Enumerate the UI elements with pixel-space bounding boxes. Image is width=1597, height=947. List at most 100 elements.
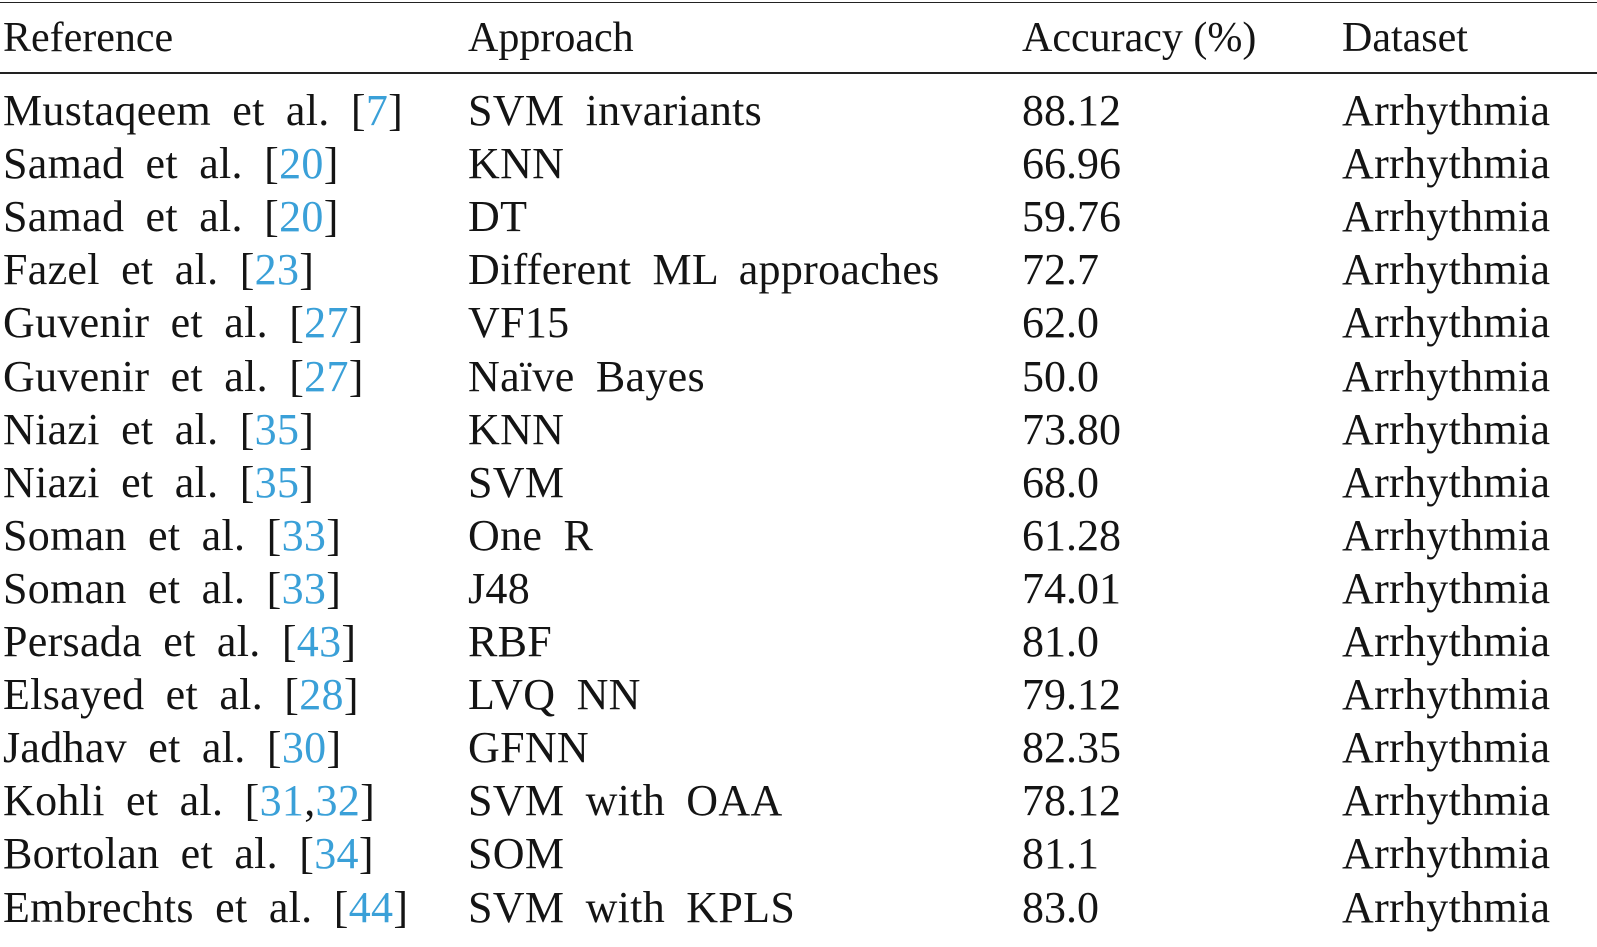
table-row: Niazi et al. [35] SVM 68.0 Arrhythmia bbox=[0, 456, 1597, 509]
reference-bracket-close: ] bbox=[393, 882, 409, 932]
reference-cell: Samad et al. [20] bbox=[3, 190, 339, 243]
accuracy-cell: 82.35 bbox=[1022, 723, 1121, 773]
reference-author: Samad et al. [ bbox=[3, 139, 280, 189]
reference-cell: Soman et al. [33] bbox=[3, 562, 341, 615]
reference-cell: Guvenir et al. [27] bbox=[3, 350, 364, 403]
citation-separator: , bbox=[304, 776, 316, 826]
reference-author: Jadhav et al. [ bbox=[3, 723, 282, 773]
dataset-cell: Arrhythmia bbox=[1342, 510, 1551, 560]
top-rule bbox=[0, 2, 1597, 3]
approach-cell: Different ML approaches bbox=[468, 245, 940, 295]
reference-cell: Fazel et al. [23] bbox=[3, 243, 314, 296]
reference-bracket-close: ] bbox=[323, 139, 339, 189]
citation-link[interactable]: 7 bbox=[365, 86, 389, 135]
accuracy-cell: 83.0 bbox=[1022, 882, 1099, 932]
reference-bracket-close: ] bbox=[323, 192, 339, 242]
table-row: Samad et al. [20] DT 59.76 Arrhythmia bbox=[0, 190, 1597, 243]
table-row: Soman et al. [33] J48 74.01 Arrhythmia bbox=[0, 562, 1597, 615]
citation-link[interactable]: 44 bbox=[348, 882, 394, 932]
header-approach: Approach bbox=[468, 15, 634, 61]
approach-cell: RBF bbox=[468, 617, 553, 666]
dataset-cell: Arrhythmia bbox=[1342, 139, 1551, 189]
reference-author: Guvenir et al. [ bbox=[3, 298, 305, 348]
reference-cell: Jadhav et al. [30] bbox=[3, 721, 341, 774]
reference-cell: Elsayed et al. [28] bbox=[3, 668, 359, 721]
dataset-cell: Arrhythmia bbox=[1342, 670, 1551, 720]
reference-bracket-close: ] bbox=[388, 86, 404, 135]
dataset-cell: Arrhythmia bbox=[1342, 723, 1551, 773]
reference-author: Soman et al. [ bbox=[3, 563, 282, 613]
citation-link[interactable]: 33 bbox=[281, 510, 327, 560]
dataset-cell: Arrhythmia bbox=[1342, 404, 1551, 454]
reference-author: Bortolan et al. [ bbox=[3, 829, 315, 879]
reference-author: Guvenir et al. [ bbox=[3, 351, 305, 401]
reference-bracket-close: ] bbox=[360, 776, 376, 826]
reference-bracket-close: ] bbox=[341, 617, 357, 666]
reference-author: Persada et al. [ bbox=[3, 617, 297, 666]
reference-author: Mustaqeem et al. [ bbox=[3, 86, 366, 135]
dataset-cell: Arrhythmia bbox=[1342, 882, 1551, 932]
accuracy-cell: 68.0 bbox=[1022, 457, 1099, 507]
reference-author: Samad et al. [ bbox=[3, 192, 280, 242]
table-row: Bortolan et al. [34] SOM 81.1 Arrhythmia bbox=[0, 827, 1597, 880]
approach-cell: One R bbox=[468, 510, 594, 560]
reference-bracket-close: ] bbox=[299, 404, 315, 454]
reference-author: Soman et al. [ bbox=[3, 510, 282, 560]
citation-link[interactable]: 34 bbox=[314, 829, 359, 879]
citation-link[interactable]: 32 bbox=[315, 776, 361, 826]
approach-cell: GFNN bbox=[468, 723, 589, 773]
accuracy-cell: 81.0 bbox=[1022, 617, 1099, 666]
citation-link[interactable]: 43 bbox=[296, 617, 342, 666]
reference-bracket-close: ] bbox=[348, 298, 364, 348]
reference-cell: Niazi et al. [35] bbox=[3, 403, 314, 456]
accuracy-cell: 79.12 bbox=[1022, 670, 1121, 720]
approach-cell: SVM with OAA bbox=[468, 776, 783, 826]
dataset-cell: Arrhythmia bbox=[1342, 298, 1551, 348]
accuracy-cell: 73.80 bbox=[1022, 404, 1121, 454]
approach-cell: SVM invariants bbox=[468, 86, 763, 135]
reference-cell: Samad et al. [20] bbox=[3, 137, 339, 190]
citation-link[interactable]: 27 bbox=[304, 298, 349, 348]
dataset-cell: Arrhythmia bbox=[1342, 192, 1551, 242]
approach-cell: DT bbox=[468, 192, 528, 242]
citation-link[interactable]: 20 bbox=[279, 192, 324, 242]
dataset-cell: Arrhythmia bbox=[1342, 245, 1551, 295]
approach-cell: KNN bbox=[468, 404, 565, 454]
reference-author: Fazel et al. [ bbox=[3, 245, 255, 295]
approach-cell: Naïve Bayes bbox=[468, 351, 705, 401]
reference-cell: Persada et al. [43] bbox=[3, 615, 356, 668]
table-row: Guvenir et al. [27] VF15 62.0 Arrhythmia bbox=[0, 296, 1597, 349]
reference-cell: Mustaqeem et al. [7] bbox=[3, 84, 403, 137]
table-row: Soman et al. [33] One R 61.28 Arrhythmia bbox=[0, 509, 1597, 562]
dataset-cell: Arrhythmia bbox=[1342, 563, 1551, 613]
accuracy-cell: 59.76 bbox=[1022, 192, 1121, 242]
citation-link[interactable]: 28 bbox=[299, 670, 344, 720]
citation-link[interactable]: 23 bbox=[254, 245, 300, 295]
approach-cell: SOM bbox=[468, 829, 565, 879]
accuracy-cell: 62.0 bbox=[1022, 298, 1099, 348]
table-row: Fazel et al. [23] Different ML approaches… bbox=[0, 243, 1597, 296]
accuracy-cell: 88.12 bbox=[1022, 86, 1121, 135]
dataset-cell: Arrhythmia bbox=[1342, 829, 1551, 879]
reference-cell: Bortolan et al. [34] bbox=[3, 827, 374, 880]
header-dataset: Dataset bbox=[1342, 15, 1468, 61]
reference-cell: Embrechts et al. [44] bbox=[3, 881, 408, 934]
reference-cell: Guvenir et al. [27] bbox=[3, 296, 364, 349]
reference-bracket-close: ] bbox=[326, 563, 342, 613]
accuracy-cell: 81.1 bbox=[1022, 829, 1099, 879]
reference-cell: Kohli et al. [31,32] bbox=[3, 774, 375, 827]
citation-link[interactable]: 33 bbox=[281, 563, 327, 613]
citation-link[interactable]: 35 bbox=[254, 457, 300, 507]
citation-link[interactable]: 27 bbox=[304, 351, 349, 401]
reference-bracket-close: ] bbox=[299, 457, 315, 507]
reference-author: Elsayed et al. [ bbox=[3, 670, 300, 720]
reference-cell: Niazi et al. [35] bbox=[3, 456, 314, 509]
dataset-cell: Arrhythmia bbox=[1342, 86, 1551, 135]
citation-link[interactable]: 30 bbox=[281, 723, 327, 773]
table-row: Guvenir et al. [27] Naïve Bayes 50.0 Arrhyt… bbox=[0, 350, 1597, 403]
reference-bracket-close: ] bbox=[299, 245, 315, 295]
citation-link[interactable]: 35 bbox=[254, 404, 300, 454]
citation-link[interactable]: 20 bbox=[279, 139, 324, 189]
citation-link[interactable]: 31 bbox=[259, 776, 305, 826]
table-row: Kohli et al. [31,32] SVM with OAA 78.12 Arr… bbox=[0, 774, 1597, 827]
